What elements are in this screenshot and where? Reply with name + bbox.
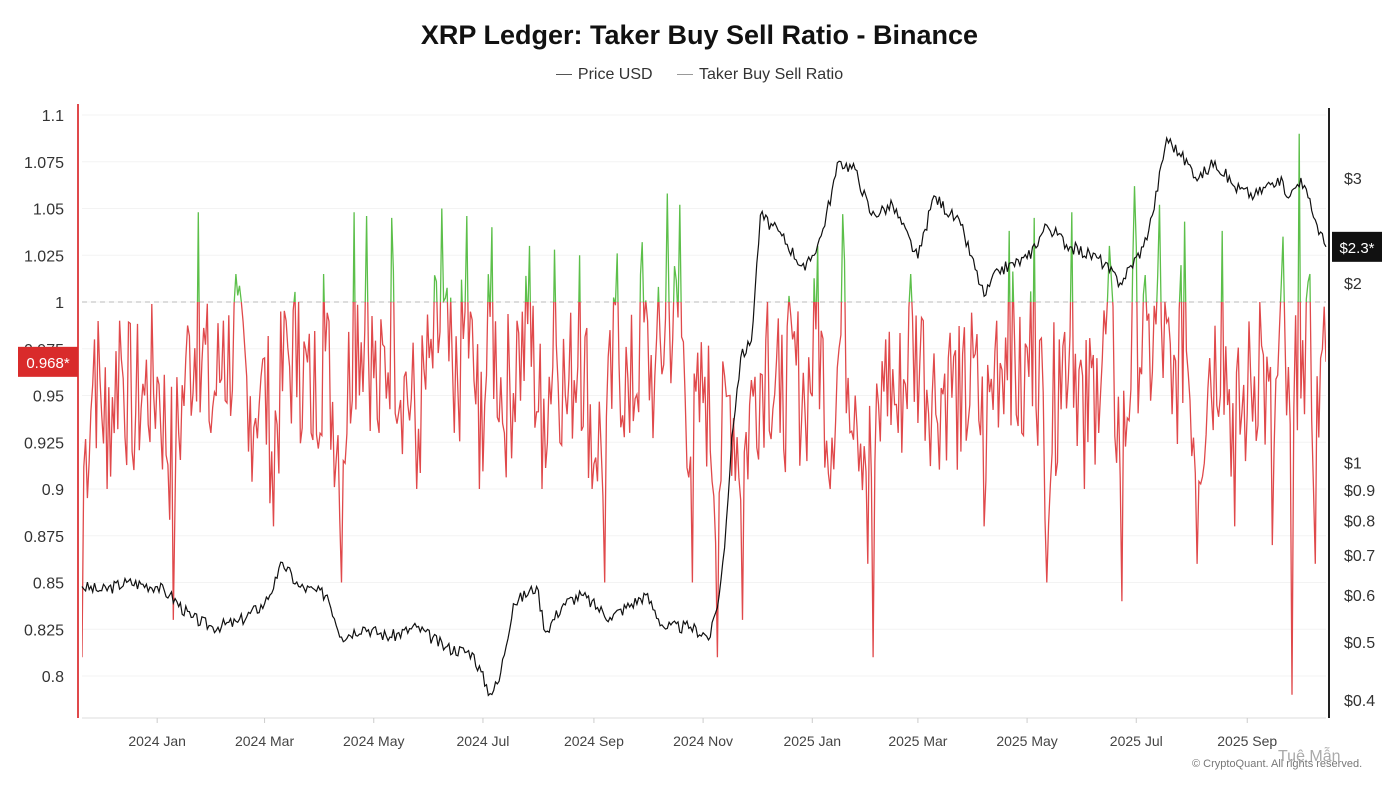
legend-label-price: Price USD xyxy=(577,66,653,83)
x-axis-tick-label: 2024 Jan xyxy=(128,733,186,749)
legend-item-price[interactable]: Price USD xyxy=(555,66,653,84)
x-axis-tick-label: 2024 Sep xyxy=(564,733,624,749)
left-axis-tick-label: 1 xyxy=(55,295,64,312)
x-axis-tick-label: 2024 Nov xyxy=(673,733,733,749)
right-axis-tick-label: $0.8 xyxy=(1344,513,1375,530)
left-axis-tick-label: 0.95 xyxy=(33,389,64,406)
right-axis-tick-label: $0.4 xyxy=(1344,693,1375,710)
right-axis-tick-label: $0.6 xyxy=(1344,588,1375,605)
left-axis-tick-label: 1.05 xyxy=(33,202,64,219)
left-axis-tick-label: 0.825 xyxy=(24,622,64,639)
right-axis-tick-label: $1 xyxy=(1344,456,1362,473)
right-axis-tick-label: $0.5 xyxy=(1344,635,1375,652)
left-axis-tick-label: 1.1 xyxy=(42,108,64,125)
x-axis-tick-label: 2025 Jul xyxy=(1110,733,1163,749)
left-axis-tick-label: 0.85 xyxy=(33,576,64,593)
right-axis-tick-label: $0.9 xyxy=(1344,483,1375,500)
right-axis-tick-label: $3 xyxy=(1344,171,1362,188)
current-price-label: $2.3* xyxy=(1339,240,1374,257)
left-axis-tick-label: 1.075 xyxy=(24,155,64,172)
left-axis-tick-label: 0.875 xyxy=(24,529,64,546)
current-price-badge xyxy=(1332,231,1382,262)
x-axis-tick-label: 2024 Jul xyxy=(456,733,509,749)
chart-legend: Price USD Taker Buy Sell Ratio xyxy=(0,66,1399,84)
right-axis-tick-label: $2 xyxy=(1344,276,1362,293)
legend-line-icon xyxy=(555,74,572,76)
current-ratio-badge xyxy=(18,346,78,377)
left-axis-tick-label: 0.9 xyxy=(42,482,64,499)
legend-line-icon xyxy=(677,74,694,76)
x-axis-tick-label: 2025 Jan xyxy=(783,733,841,749)
left-axis-tick-label: 0.8 xyxy=(42,669,64,686)
watermark: Tuệ Mẫn xyxy=(1278,748,1341,765)
chart-title: XRP Ledger: Taker Buy Sell Ratio - Binan… xyxy=(420,20,979,50)
legend-label-ratio: Taker Buy Sell Ratio xyxy=(699,66,844,83)
right-axis-tick-label: $0.7 xyxy=(1344,548,1375,565)
x-axis-tick-label: 2024 Mar xyxy=(235,733,294,749)
current-ratio-label: 0.968* xyxy=(26,355,70,372)
left-axis-tick-label: 1.025 xyxy=(24,248,64,265)
x-axis-tick-label: 2024 May xyxy=(343,733,404,749)
legend-item-ratio[interactable]: Taker Buy Sell Ratio xyxy=(677,66,843,84)
ratio-line-below-1 xyxy=(82,302,1326,695)
x-axis-tick-label: 2025 Mar xyxy=(888,733,947,749)
price-line xyxy=(81,135,1327,697)
copyright-credit: © CryptoQuant. All rights reserved. xyxy=(1192,758,1363,770)
x-axis-tick-label: 2025 May xyxy=(996,733,1057,749)
x-axis-tick-label: 2025 Sep xyxy=(1217,733,1277,749)
left-axis-tick-label: 0.925 xyxy=(24,435,64,452)
